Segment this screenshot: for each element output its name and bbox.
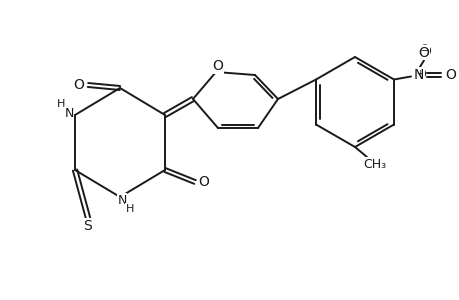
Text: O: O	[198, 175, 209, 189]
Text: O: O	[212, 59, 223, 73]
Text: CH₃: CH₃	[363, 158, 386, 170]
Text: O: O	[418, 46, 428, 59]
Text: S: S	[84, 219, 92, 233]
Text: N: N	[64, 106, 73, 119]
Text: O: O	[73, 78, 84, 92]
Text: H: H	[57, 99, 65, 109]
Text: H: H	[126, 204, 134, 214]
Text: +: +	[416, 69, 422, 78]
Text: N: N	[413, 68, 423, 82]
Text: −: −	[420, 46, 428, 56]
Text: N: N	[117, 194, 126, 206]
Text: O: O	[445, 68, 455, 82]
